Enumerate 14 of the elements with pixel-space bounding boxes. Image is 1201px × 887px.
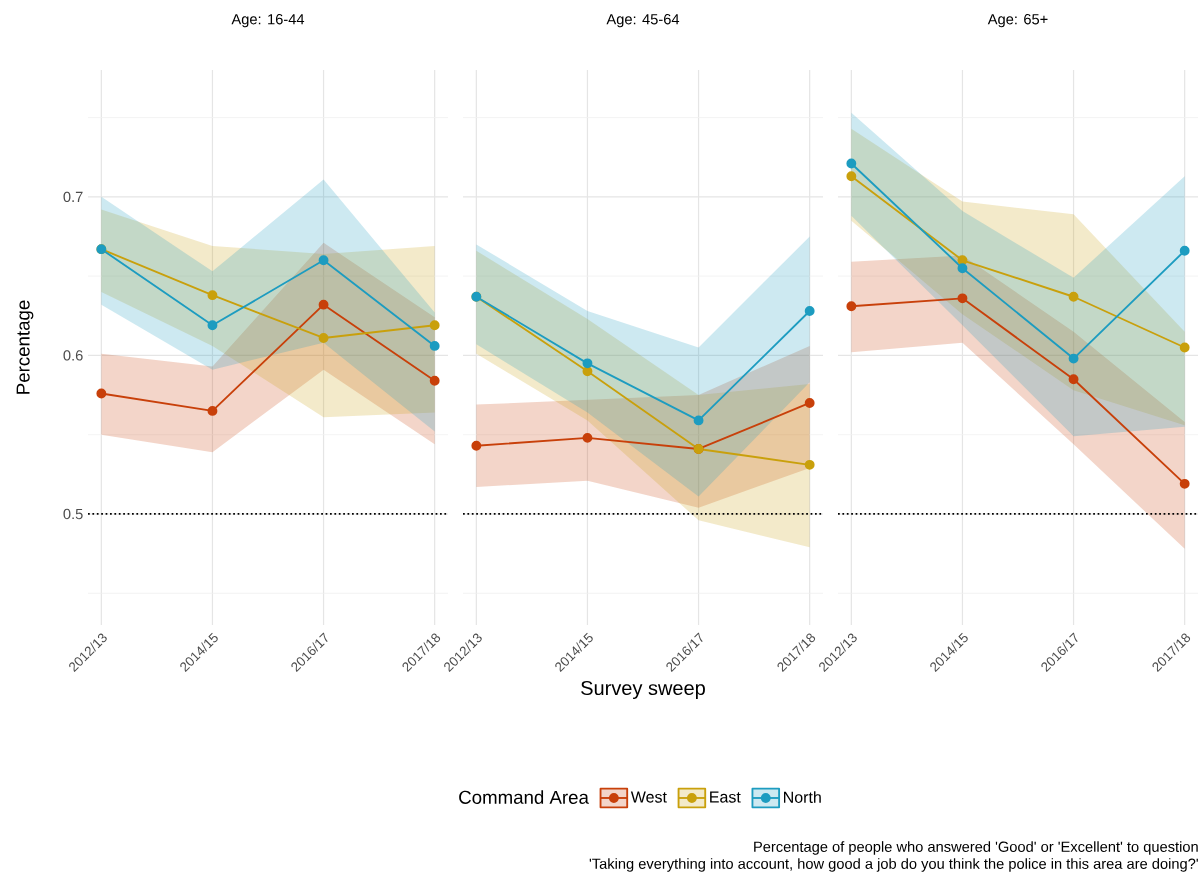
y-tick-label: 0.6 (63, 350, 83, 361)
text: Percentage of people who answered 'Good' or 'Excellent' to question (754, 841, 1198, 855)
x-axis-title: Survey sweep (581, 680, 705, 700)
text: 'Taking everything into account, how good a job do you think the police in this area are doing?' (589, 858, 1198, 872)
y-tick-label: 0.5 (63, 508, 83, 520)
legend-label: North (784, 791, 821, 803)
chart-title: Age: 45-64 (606, 14, 680, 28)
legend-title: Command Area (459, 790, 589, 804)
legend-label: East (710, 791, 741, 803)
chart-title: Age: 65+ (987, 14, 1048, 28)
chart-title: Age: 16-44 (231, 14, 305, 28)
y-tick-label: 0.7 (63, 191, 83, 203)
y-axis-title: Percentage (16, 300, 34, 394)
legend-label: West (630, 791, 667, 803)
